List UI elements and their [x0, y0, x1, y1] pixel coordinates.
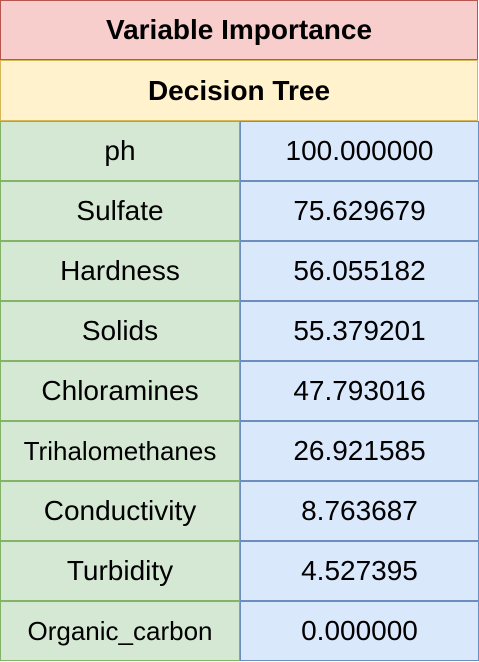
table-row: Trihalomethanes 26.921585: [0, 421, 479, 481]
table-row: Turbidity 4.527395: [0, 541, 479, 601]
variable-name-cell: Turbidity: [0, 541, 240, 601]
table-row: Sulfate 75.629679: [0, 181, 479, 241]
importance-value-cell: 55.379201: [240, 301, 479, 361]
importance-value-cell: 47.793016: [240, 361, 479, 421]
table-subtitle: Decision Tree: [0, 60, 478, 121]
variable-name-cell: Sulfate: [0, 181, 240, 241]
variable-name-cell: Conductivity: [0, 481, 240, 541]
importance-value-cell: 8.763687: [240, 481, 479, 541]
table-row: Organic_carbon 0.000000: [0, 601, 479, 661]
importance-value-cell: 100.000000: [240, 121, 479, 181]
variable-name-cell: Trihalomethanes: [0, 421, 240, 481]
importance-value-cell: 0.000000: [240, 601, 479, 661]
table-row: ph 100.000000: [0, 121, 479, 181]
importance-value-cell: 56.055182: [240, 241, 479, 301]
variable-name-cell: Chloramines: [0, 361, 240, 421]
variable-name-cell: Organic_carbon: [0, 601, 240, 661]
table-body: ph 100.000000 Sulfate 75.629679 Hardness…: [0, 121, 479, 661]
importance-value-cell: 75.629679: [240, 181, 479, 241]
table-row: Chloramines 47.793016: [0, 361, 479, 421]
variable-name-cell: Solids: [0, 301, 240, 361]
table-row: Solids 55.379201: [0, 301, 479, 361]
importance-value-cell: 4.527395: [240, 541, 479, 601]
variable-name-cell: Hardness: [0, 241, 240, 301]
importance-value-cell: 26.921585: [240, 421, 479, 481]
table-title: Variable Importance: [0, 0, 478, 60]
table-row: Conductivity 8.763687: [0, 481, 479, 541]
variable-name-cell: ph: [0, 121, 240, 181]
table-row: Hardness 56.055182: [0, 241, 479, 301]
